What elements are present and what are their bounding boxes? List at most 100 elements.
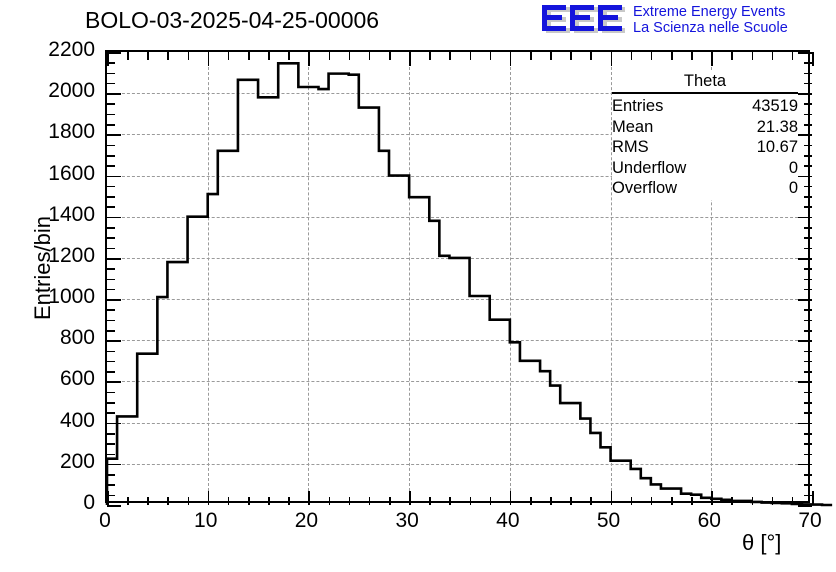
tick-mark	[798, 216, 812, 219]
y-tick-label: 1000	[48, 285, 95, 309]
gridline-vertical	[711, 52, 713, 501]
tick-mark	[804, 371, 812, 373]
y-tick-label: 1200	[48, 243, 95, 267]
tick-mark	[107, 402, 115, 404]
tick-mark	[348, 497, 351, 505]
tick-mark	[798, 505, 812, 507]
tick-mark	[804, 474, 812, 476]
y-tick-label: 200	[59, 449, 95, 473]
tick-mark	[268, 497, 270, 505]
tick-mark	[107, 463, 121, 466]
gridline-horizontal	[107, 299, 808, 301]
tick-mark	[107, 329, 115, 332]
tick-mark	[328, 52, 331, 60]
tick-mark	[207, 52, 210, 66]
tick-mark	[550, 52, 552, 60]
tick-mark	[671, 52, 673, 60]
stats-row-value: 21.38	[756, 117, 798, 136]
tick-mark	[691, 497, 693, 505]
eee-logo-line2: La Scienza nelle Scuole	[633, 20, 788, 36]
tick-mark	[127, 52, 129, 60]
tick-mark	[107, 278, 115, 281]
tick-mark	[107, 340, 121, 342]
tick-mark	[804, 350, 812, 353]
tick-mark	[107, 144, 115, 147]
tick-mark	[107, 474, 115, 476]
tick-mark	[389, 52, 391, 60]
gridline-vertical	[610, 52, 612, 501]
tick-mark	[409, 491, 411, 505]
tick-mark	[530, 497, 532, 505]
tick-mark	[147, 497, 149, 505]
tick-mark	[107, 443, 115, 445]
tick-mark	[804, 113, 812, 116]
stats-row-key: Mean	[612, 117, 654, 136]
tick-mark	[798, 463, 812, 466]
tick-mark	[804, 124, 812, 126]
tick-mark	[107, 216, 121, 219]
eee-logo-line1: Extreme Energy Events	[633, 4, 786, 20]
eee-logo: Extreme Energy Events La Scienza nelle S…	[541, 4, 831, 38]
tick-mark	[308, 491, 311, 505]
tick-mark	[107, 505, 121, 507]
tick-mark	[804, 402, 812, 404]
tick-mark	[650, 52, 653, 60]
tick-mark	[804, 227, 812, 229]
tick-mark	[187, 52, 190, 60]
tick-mark	[804, 72, 812, 75]
tick-mark	[107, 237, 115, 239]
tick-mark	[804, 288, 812, 291]
eee-logo-text: Extreme Energy Events La Scienza nelle S…	[633, 4, 833, 36]
tick-mark	[368, 497, 371, 505]
tick-mark	[107, 124, 115, 126]
tick-mark	[429, 52, 431, 60]
tick-mark	[731, 52, 734, 60]
tick-mark	[798, 134, 812, 136]
tick-mark	[429, 497, 431, 505]
x-tick-label: 20	[294, 509, 319, 532]
tick-mark	[469, 52, 472, 60]
gridline-horizontal	[107, 422, 808, 424]
tick-mark	[107, 103, 115, 106]
tick-mark	[107, 206, 115, 209]
x-tick-label: 10	[194, 509, 218, 532]
tick-mark	[804, 412, 812, 414]
y-tick-label: 2200	[48, 38, 95, 61]
x-tick-label: 60	[697, 509, 721, 532]
tick-mark	[127, 497, 129, 505]
tick-mark	[107, 134, 121, 136]
tick-mark	[288, 497, 290, 505]
tick-mark	[671, 497, 673, 505]
tick-mark	[509, 52, 512, 66]
tick-mark	[107, 72, 115, 75]
tick-mark	[107, 185, 115, 188]
tick-mark	[107, 412, 115, 414]
tick-mark	[804, 185, 812, 188]
y-tick-label: 0	[83, 491, 95, 514]
tick-mark	[751, 52, 754, 60]
tick-mark	[791, 52, 794, 60]
stats-row-key: Underflow	[612, 158, 687, 177]
tick-mark	[509, 491, 512, 505]
stats-row-value: 0	[788, 179, 798, 197]
tick-mark	[147, 52, 149, 60]
tick-mark	[798, 299, 812, 301]
tick-mark	[107, 371, 115, 373]
tick-mark	[328, 497, 331, 505]
tick-mark	[530, 52, 532, 60]
tick-mark	[691, 52, 693, 60]
gridline-vertical	[409, 52, 411, 501]
tick-mark	[610, 491, 613, 505]
tick-mark	[107, 175, 121, 178]
tick-mark	[798, 52, 812, 54]
stats-row-value: 0	[788, 158, 798, 177]
tick-mark	[348, 52, 351, 60]
stats-row-key: Entries	[612, 97, 664, 115]
tick-mark	[798, 422, 812, 425]
stats-row: RMS 10.67	[612, 137, 798, 158]
tick-mark	[107, 247, 115, 250]
tick-mark	[804, 154, 812, 157]
tick-mark	[489, 52, 492, 60]
tick-mark	[107, 288, 115, 291]
